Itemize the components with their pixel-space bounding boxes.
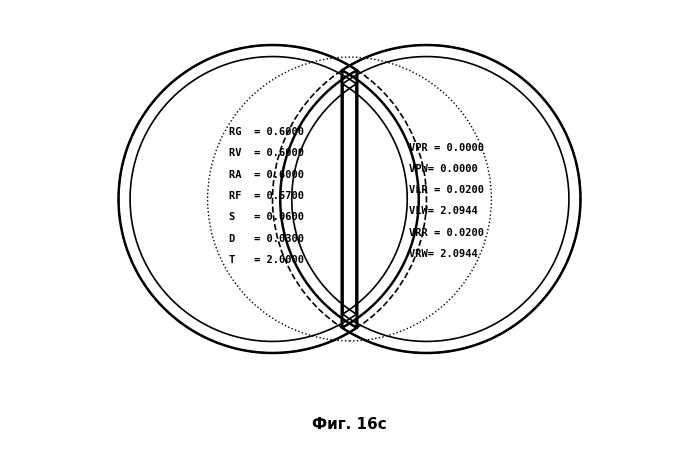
Text: D   = 0.0300: D = 0.0300 <box>229 234 304 244</box>
Text: Фиг. 16с: Фиг. 16с <box>312 418 387 432</box>
Text: S   = 0.0600: S = 0.0600 <box>229 212 304 222</box>
Text: RA  = 0.6000: RA = 0.6000 <box>229 170 304 180</box>
Text: VPW= 0.0000: VPW= 0.0000 <box>408 164 477 174</box>
Text: VLR = 0.0200: VLR = 0.0200 <box>408 185 484 195</box>
Text: T   = 2.0000: T = 2.0000 <box>229 255 304 265</box>
Text: RG  = 0.6000: RG = 0.6000 <box>229 127 304 137</box>
Text: VRR = 0.0200: VRR = 0.0200 <box>408 228 484 238</box>
Text: VPR = 0.0000: VPR = 0.0000 <box>408 142 484 152</box>
Text: RV  = 0.6000: RV = 0.6000 <box>229 149 304 159</box>
Text: VRW= 2.0944: VRW= 2.0944 <box>408 249 477 259</box>
Text: VLW= 2.0944: VLW= 2.0944 <box>408 207 477 217</box>
Text: RF  = 0.5700: RF = 0.5700 <box>229 191 304 201</box>
